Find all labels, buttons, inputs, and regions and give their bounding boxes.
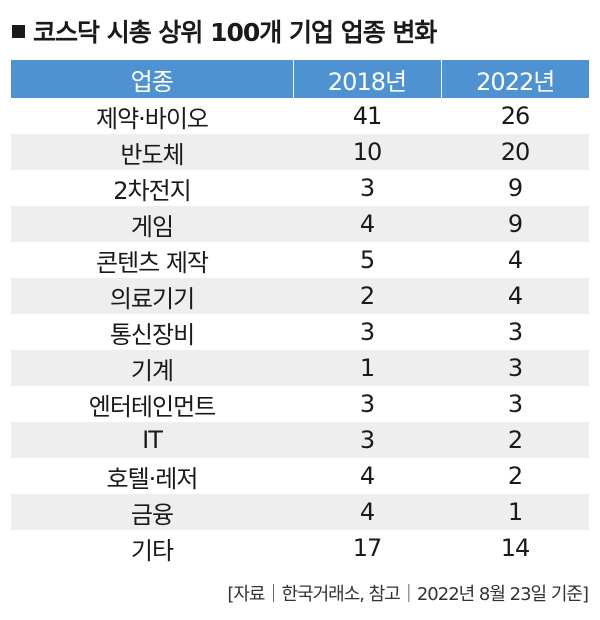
bullet-square-icon (12, 24, 25, 38)
cell-2018: 17 (352, 534, 383, 562)
cell-2022: 14 (500, 534, 531, 562)
header-industry: 업종 (130, 67, 174, 96)
cell-2022: 4 (507, 246, 523, 274)
cell-2022: 2 (507, 462, 523, 490)
table-row: IT 3 2 (11, 422, 589, 458)
table-row: 2차전지 3 9 (11, 170, 589, 206)
cell-2022: 3 (507, 390, 523, 418)
table-row: 기계 1 3 (11, 350, 589, 386)
cell-2022: 20 (500, 138, 531, 166)
cell-2022: 3 (507, 318, 523, 346)
cell-industry: 콘텐츠 제작 (95, 248, 209, 277)
cell-2018: 4 (359, 462, 375, 490)
cell-2022: 2 (507, 426, 523, 454)
cell-2018: 41 (352, 102, 383, 130)
industry-table: 업종 2018년 2022년 제약·바이오 41 26 반도체 10 20 2차… (11, 60, 589, 566)
cell-industry: 2차전지 (113, 176, 192, 205)
cell-2018: 3 (359, 318, 375, 346)
table-row: 콘텐츠 제작 5 4 (11, 242, 589, 278)
table-row: 엔터테인먼트 3 3 (11, 386, 589, 422)
cell-2022: 9 (507, 174, 523, 202)
cell-2022: 3 (507, 354, 523, 382)
table-row: 호텔·레저 4 2 (11, 458, 589, 494)
cell-industry: 호텔·레저 (106, 464, 199, 493)
table-row: 금융 4 1 (11, 494, 589, 530)
cell-industry: 기계 (130, 356, 174, 385)
page-title: 코스닥 시총 상위 100개 기업 업종 변화 (10, 14, 437, 48)
cell-2022: 9 (507, 210, 523, 238)
header-2018: 2018년 (292, 60, 441, 98)
cell-2022: 4 (507, 282, 523, 310)
table-row: 의료기기 2 4 (11, 278, 589, 314)
cell-industry: IT (142, 426, 163, 454)
cell-industry: 엔터테인먼트 (88, 392, 216, 421)
source-note: [자료｜한국거래소, 참고｜2022년 8월 23일 기준] (227, 584, 589, 605)
cell-2018: 3 (359, 390, 375, 418)
cell-industry: 제약·바이오 (95, 104, 209, 133)
table-row: 기타 17 14 (11, 530, 589, 566)
cell-2022: 1 (507, 498, 523, 526)
table-header-row: 업종 2018년 2022년 (11, 60, 589, 98)
table-row: 반도체 10 20 (11, 134, 589, 170)
cell-industry: 기타 (130, 536, 174, 565)
cell-industry: 통신장비 (109, 320, 195, 349)
cell-2018: 3 (359, 426, 375, 454)
cell-2018: 4 (359, 210, 375, 238)
header-2022: 2022년 (440, 60, 589, 98)
table-row: 통신장비 3 3 (11, 314, 589, 350)
cell-2018: 2 (359, 282, 375, 310)
cell-industry: 의료기기 (109, 284, 195, 313)
cell-2022: 26 (500, 102, 531, 130)
cell-industry: 반도체 (120, 140, 184, 169)
cell-2018: 1 (359, 354, 375, 382)
cell-2018: 5 (359, 246, 375, 274)
table-row: 제약·바이오 41 26 (11, 98, 589, 134)
cell-industry: 게임 (130, 212, 174, 241)
title-text: 코스닥 시총 상위 100개 기업 업종 변화 (33, 18, 437, 47)
cell-2018: 4 (359, 498, 375, 526)
table-row: 게임 4 9 (11, 206, 589, 242)
cell-2018: 3 (359, 174, 375, 202)
cell-2018: 10 (352, 138, 383, 166)
cell-industry: 금융 (130, 500, 174, 529)
